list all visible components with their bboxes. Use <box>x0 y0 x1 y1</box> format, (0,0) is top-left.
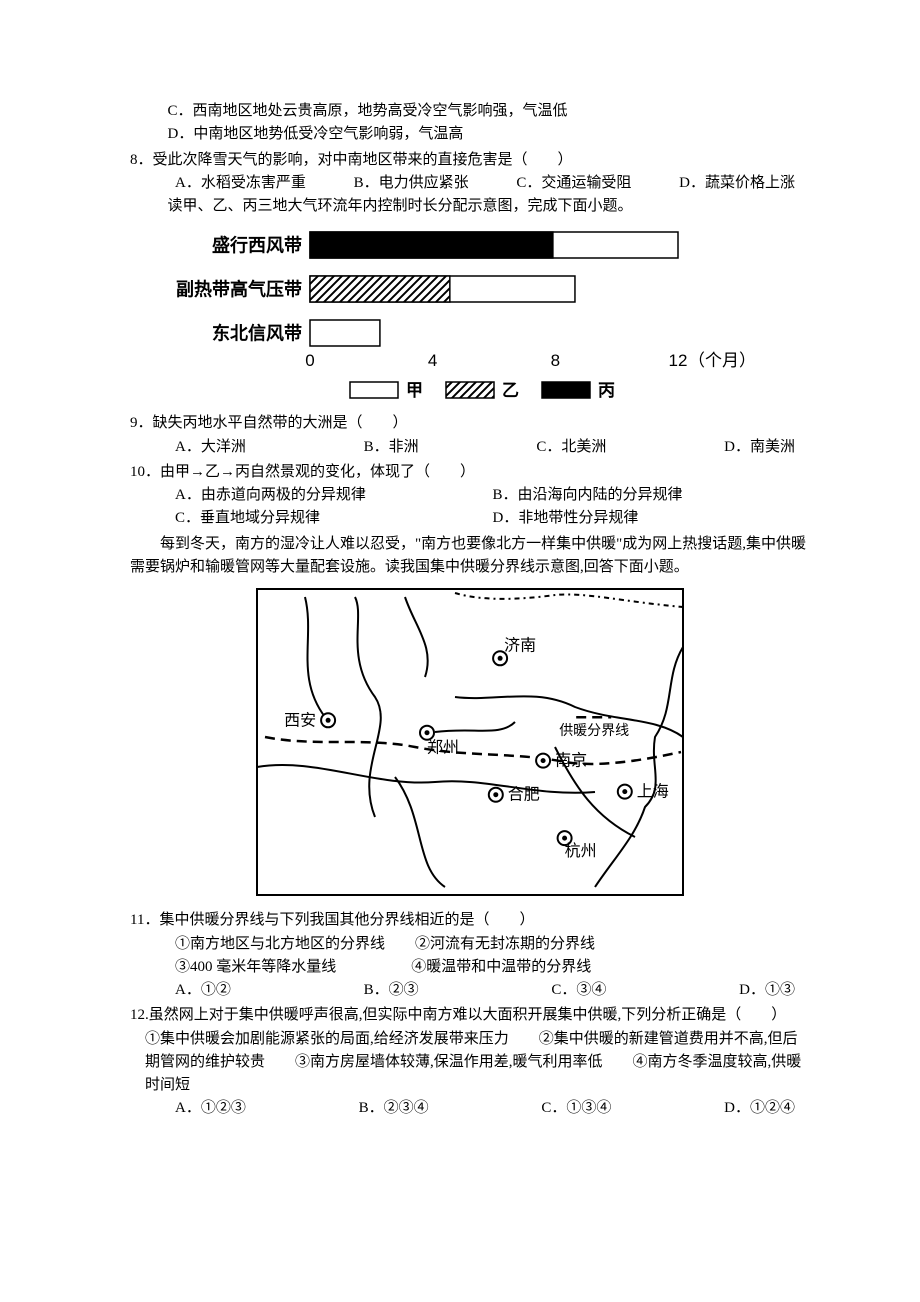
svg-text:郑州: 郑州 <box>427 739 459 757</box>
q10-option-a: A．由赤道向两极的分异规律 <box>175 484 493 507</box>
q8-option-b: B．电力供应紧张 <box>354 172 469 195</box>
svg-text:甲: 甲 <box>406 381 423 400</box>
svg-text:济南: 济南 <box>504 636 536 654</box>
svg-text:盛行西风带: 盛行西风带 <box>212 235 302 256</box>
q8-option-a: A．水稻受冻害严重 <box>175 172 306 195</box>
q10-stem: 10．由甲→乙→丙自然景观的变化，体现了（ ） <box>130 461 810 484</box>
svg-text:杭州: 杭州 <box>565 842 597 860</box>
q12-option-c: C．①③④ <box>541 1097 611 1120</box>
svg-text:（个月）: （个月） <box>688 351 756 370</box>
svg-text:上海: 上海 <box>637 783 669 801</box>
svg-text:南京: 南京 <box>555 752 587 770</box>
q12-option-b: B．②③④ <box>359 1097 429 1120</box>
svg-text:供暖分界线: 供暖分界线 <box>559 722 629 738</box>
q12-option-a: A．①②③ <box>175 1097 246 1120</box>
svg-text:西安: 西安 <box>284 711 316 729</box>
svg-text:12: 12 <box>669 351 688 370</box>
q11-stem: 11．集中供暖分界线与下列我国其他分界线相近的是（ ） <box>130 909 810 932</box>
q9-stem: 9．缺失丙地水平自然带的大洲是（ ） <box>130 412 810 435</box>
china-heating-map: 济南西安郑州南京合肥 上海杭州 供暖分界线 <box>130 587 810 905</box>
wind-belt-chart: 盛行西风带副热带高气压带东北信风带0 4 8 12（个月） 甲 乙 丙 <box>130 224 810 406</box>
q10-option-c: C．垂直地域分异规律 <box>175 507 493 530</box>
svg-text:4: 4 <box>428 351 437 370</box>
q11-sub1: ①南方地区与北方地区的分界线 ②河流有无封冻期的分界线 <box>130 933 810 956</box>
option-c: C．西南地区地处云贵高原，地势高受冷空气影响强，气温低 <box>130 100 810 123</box>
q8-stem: 8．受此次降雪天气的影响，对中南地区带来的直接危害是（ ） <box>130 149 810 172</box>
q9-option-a: A．大洋洲 <box>175 436 246 459</box>
svg-text:8: 8 <box>551 351 560 370</box>
svg-text:丙: 丙 <box>598 381 615 400</box>
q9-option-b: B．非洲 <box>364 436 419 459</box>
q12-stem: 12.虽然网上对于集中供暖呼声很高,但实际中南方难以大面积开展集中供暖,下列分析… <box>130 1004 810 1027</box>
q11-sub2: ③400 毫米年等降水量线 ④暖温带和中温带的分界线 <box>130 956 810 979</box>
q11-option-b: B．②③ <box>364 979 419 1002</box>
option-d: D．中南地区地势低受冷空气影响弱，气温高 <box>130 123 810 146</box>
q8-passage: 读甲、乙、丙三地大气环流年内控制时长分配示意图，完成下面小题。 <box>130 195 810 218</box>
svg-text:东北信风带: 东北信风带 <box>212 323 302 344</box>
svg-text:0: 0 <box>305 351 314 370</box>
q12-sub1: ①集中供暖会加剧能源紧张的局面,给经济发展带来压力 ②集中供暖的新建管道费用并不… <box>130 1028 810 1098</box>
q8-option-d: D．蔬菜价格上涨 <box>679 172 795 195</box>
passage-2: 每到冬天，南方的湿冷让人难以忍受，"南方也要像北方一样集中供暖"成为网上热搜话题… <box>130 533 810 580</box>
q11-option-c: C．③④ <box>551 979 606 1002</box>
q9-option-c: C．北美洲 <box>536 436 606 459</box>
q9-option-d: D．南美洲 <box>724 436 795 459</box>
q10-option-b: B．由沿海向内陆的分异规律 <box>493 484 811 507</box>
svg-text:乙: 乙 <box>502 381 519 400</box>
q8-option-c: C．交通运输受阻 <box>516 172 631 195</box>
q12-option-d: D．①②④ <box>724 1097 795 1120</box>
svg-text:副热带高气压带: 副热带高气压带 <box>176 279 302 300</box>
q11-option-a: A．①② <box>175 979 231 1002</box>
q11-option-d: D．①③ <box>739 979 795 1002</box>
svg-text:合肥: 合肥 <box>508 786 540 804</box>
q10-option-d: D．非地带性分异规律 <box>493 507 811 530</box>
